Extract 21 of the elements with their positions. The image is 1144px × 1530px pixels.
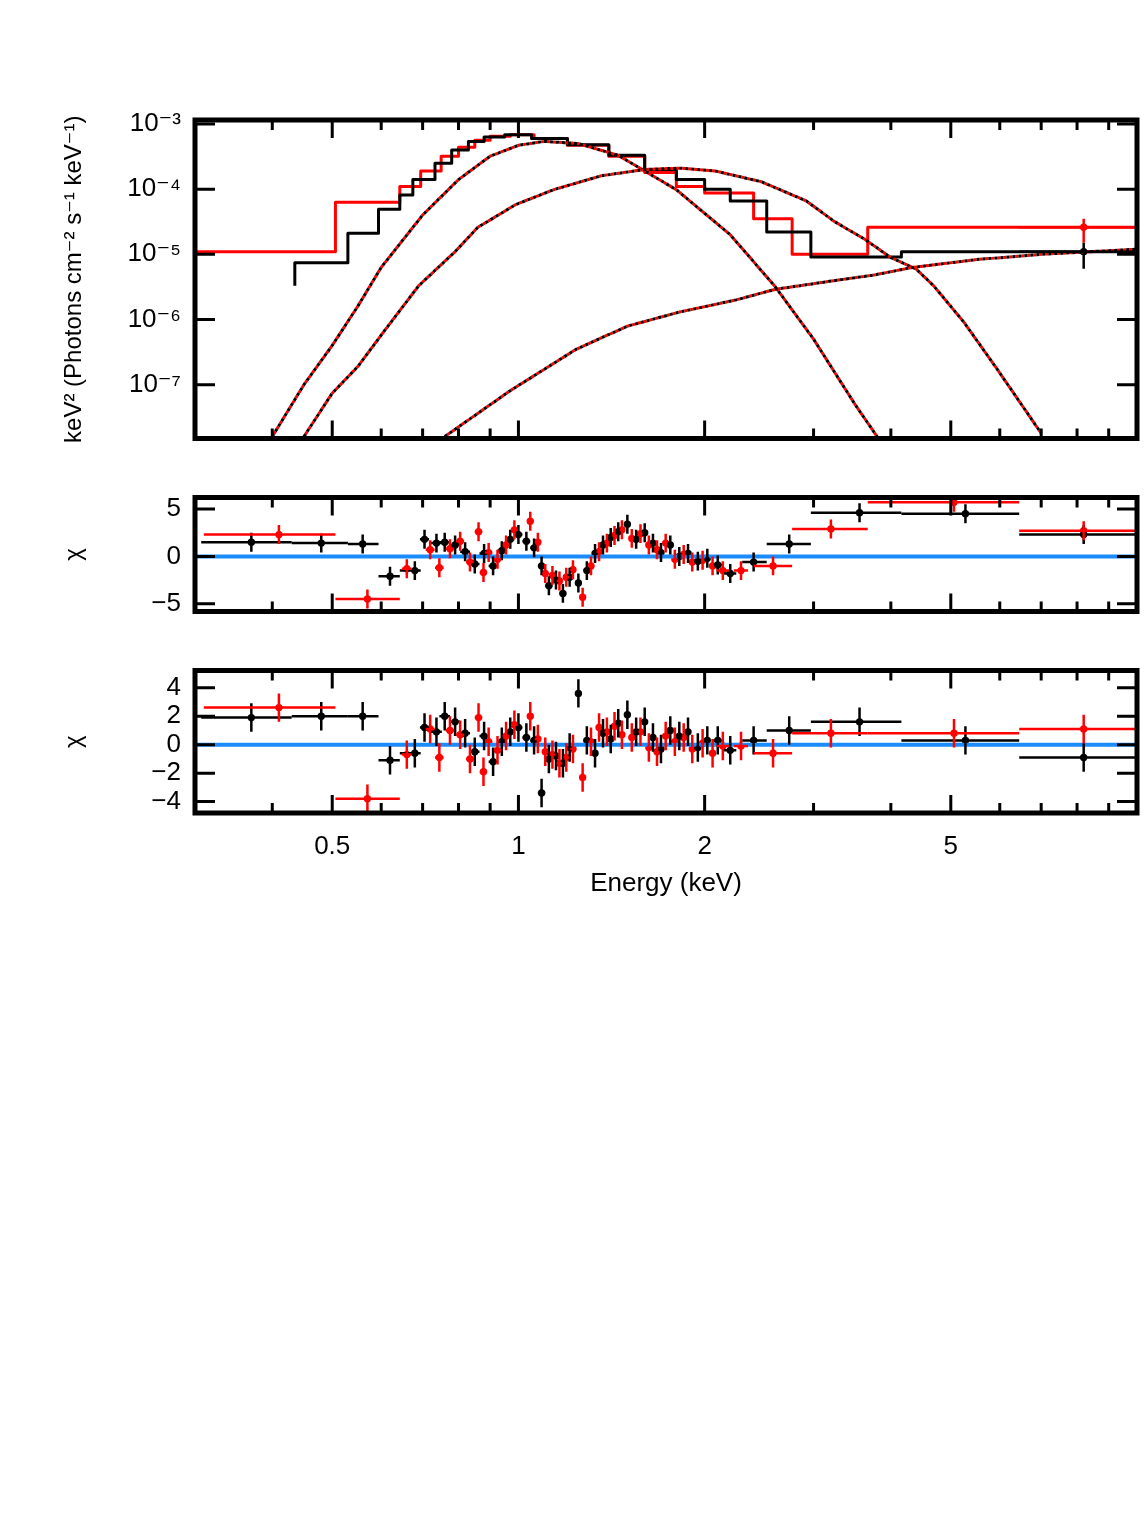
x-tick-label: 1: [511, 829, 526, 860]
y-tick-label: 0: [166, 539, 181, 570]
y-tick-label: 10⁻³: [129, 107, 182, 138]
y-tick-label: 0: [166, 727, 181, 758]
y-tick-label: 10⁻⁴: [127, 172, 181, 203]
y-tick-label: 2: [166, 699, 181, 730]
y-tick-label: 10⁻⁷: [128, 367, 181, 398]
y-tick-label: −5: [151, 586, 181, 617]
x-tick-label: 5: [943, 829, 959, 860]
y-axis-title: χ: [59, 735, 87, 749]
y-tick-label: 10⁻⁵: [127, 237, 181, 268]
y-axis-title: keV² (Photons cm⁻² s⁻¹ keV⁻¹): [59, 115, 87, 443]
y-tick-label: −4: [151, 784, 181, 815]
x-axis-title: Energy (keV): [590, 866, 742, 897]
y-tick-label: 4: [166, 670, 181, 701]
y-tick-label: 5: [166, 492, 181, 523]
y-tick-label: −2: [151, 756, 181, 787]
y-tick-label: 10⁻⁶: [127, 302, 181, 333]
x-tick-label: 2: [697, 829, 712, 860]
x-tick-label: 0.5: [314, 829, 351, 860]
y-axis-title: χ: [59, 547, 87, 561]
